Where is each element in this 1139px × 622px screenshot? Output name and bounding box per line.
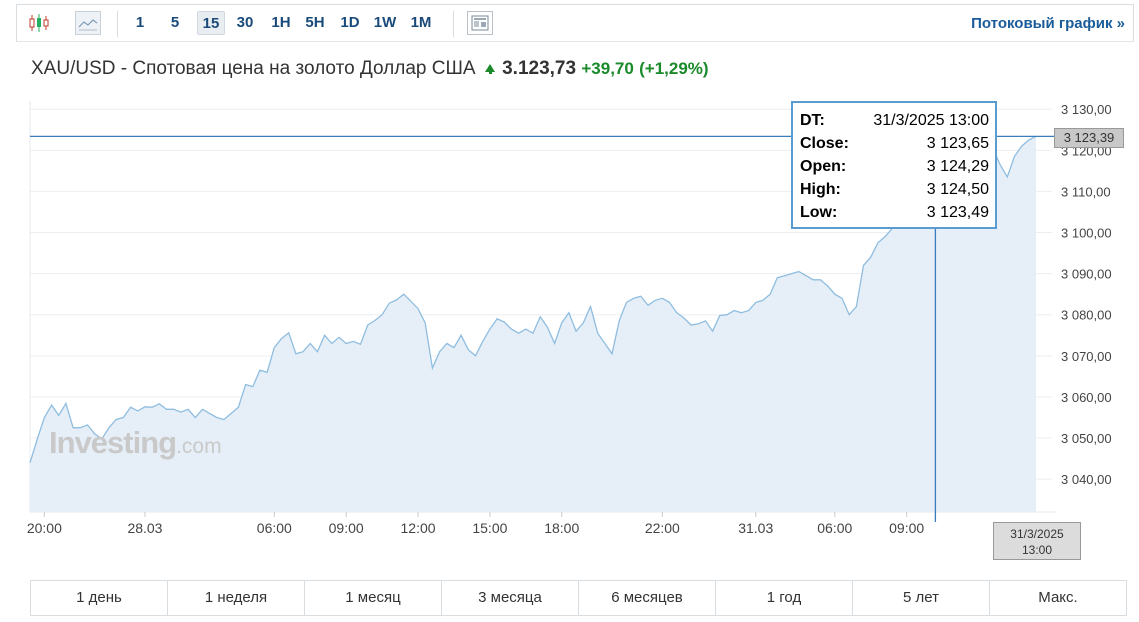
instrument-title: XAU/USD - Спотовая цена на золото Доллар… [31, 58, 476, 79]
up-arrow-stem [488, 69, 492, 74]
tooltip-open-value: 3 124,29 [926, 158, 989, 175]
y-tick-label: 3 100,00 [1061, 226, 1112, 241]
price-change: +39,70 [581, 59, 634, 78]
interval-1m[interactable]: 1M [410, 14, 432, 31]
price-chart[interactable]: 3 040,00 3 050,00 3 060,00 3 070,00 3 080,00… [0, 0, 1139, 575]
range-1-month[interactable]: 1 месяц [305, 581, 442, 615]
crosshair-time: 13:00 [1021, 543, 1053, 557]
news-layout-icon[interactable] [467, 11, 493, 35]
investing-watermark: Investing.com [49, 425, 222, 461]
y-tick-label: 3 060,00 [1061, 390, 1112, 405]
tooltip-close-label: Close: [800, 135, 849, 152]
y-tick-label: 3 040,00 [1061, 472, 1112, 487]
range-1-week[interactable]: 1 неделя [168, 581, 305, 615]
x-tick-label: 06:00 [257, 520, 292, 536]
price-change-percent: (+1,29%) [639, 59, 709, 78]
x-tick-label: 06:00 [817, 520, 852, 536]
chart-toolbar: 1 5 15 30 1H 5H 1D 1W 1M Потоковый графи… [16, 4, 1134, 42]
interval-1w[interactable]: 1W [373, 14, 397, 31]
interval-1h[interactable]: 1H [271, 14, 291, 31]
instrument-header: XAU/USD - Спотовая цена на золото Доллар… [31, 58, 709, 80]
watermark-brand: Investing [49, 425, 177, 460]
interval-1[interactable]: 1 [135, 14, 145, 31]
interval-30[interactable]: 30 [236, 14, 254, 31]
x-tick-label: 18:00 [544, 520, 579, 536]
interval-5h[interactable]: 5H [305, 14, 325, 31]
x-tick-label: 20:00 [27, 520, 62, 536]
watermark-domain: .com [176, 435, 222, 458]
x-tick-label: 15:00 [472, 520, 507, 536]
price-area-fill [30, 136, 1036, 513]
y-tick-label: 3 080,00 [1061, 308, 1112, 323]
range-5-years[interactable]: 5 лет [853, 581, 990, 615]
range-1-day[interactable]: 1 день [31, 581, 168, 615]
interval-1d[interactable]: 1D [340, 14, 360, 31]
range-3-months[interactable]: 3 месяца [442, 581, 579, 615]
price-line [29, 135, 1037, 463]
range-1-year[interactable]: 1 год [716, 581, 853, 615]
y-tick-label: 3 070,00 [1061, 349, 1112, 364]
area-chart-icon[interactable] [75, 11, 101, 35]
tooltip-open-label: Open: [800, 158, 847, 175]
tooltip-low-label: Low: [800, 204, 838, 221]
range-6-months[interactable]: 6 месяцев [579, 581, 716, 615]
candlestick-icon[interactable] [27, 11, 53, 35]
x-tick-label: 09:00 [329, 520, 364, 536]
x-tick-label: 09:00 [889, 520, 924, 536]
tooltip-close-value: 3 123,65 [926, 135, 989, 152]
x-tick-label: 22:00 [645, 520, 680, 536]
crosshair-date: 31/3/2025 [1010, 527, 1064, 541]
interval-5[interactable]: 5 [170, 14, 180, 31]
last-price: 3.123,73 [502, 58, 577, 79]
streaming-chart-link[interactable]: Потоковый график » [971, 15, 1125, 32]
range-selector: 1 день 1 неделя 1 месяц 3 месяца 6 месяц… [30, 580, 1127, 616]
up-arrow-icon [484, 64, 495, 72]
y-tick-label: 3 090,00 [1061, 267, 1112, 282]
x-tick-label: 28.03 [127, 520, 162, 536]
current-price-label: 3 123,39 [1054, 128, 1124, 148]
y-tick-label: 3 130,00 [1061, 102, 1112, 117]
tooltip-dt-label: DT: [800, 112, 825, 129]
x-tick-label: 12:00 [401, 520, 436, 536]
interval-15[interactable]: 15 [197, 11, 225, 35]
tooltip-dt-value: 31/3/2025 13:00 [873, 112, 989, 129]
ohlc-tooltip: DT: 31/3/2025 13:00 Close: 3 123,65 Open: 3… [791, 101, 997, 229]
y-tick-label: 3 110,00 [1061, 184, 1111, 199]
toolbar-divider [453, 11, 454, 37]
x-tick-label: 31.03 [738, 520, 773, 536]
toolbar-divider [117, 11, 118, 37]
y-tick-label: 3 050,00 [1061, 431, 1112, 446]
range-max[interactable]: Макс. [1038, 589, 1078, 606]
tooltip-high-value: 3 124,50 [926, 181, 989, 198]
tooltip-low-value: 3 123,49 [926, 204, 989, 221]
crosshair-time-label: 31/3/2025 13:00 [993, 522, 1081, 560]
tooltip-high-label: High: [800, 181, 841, 198]
